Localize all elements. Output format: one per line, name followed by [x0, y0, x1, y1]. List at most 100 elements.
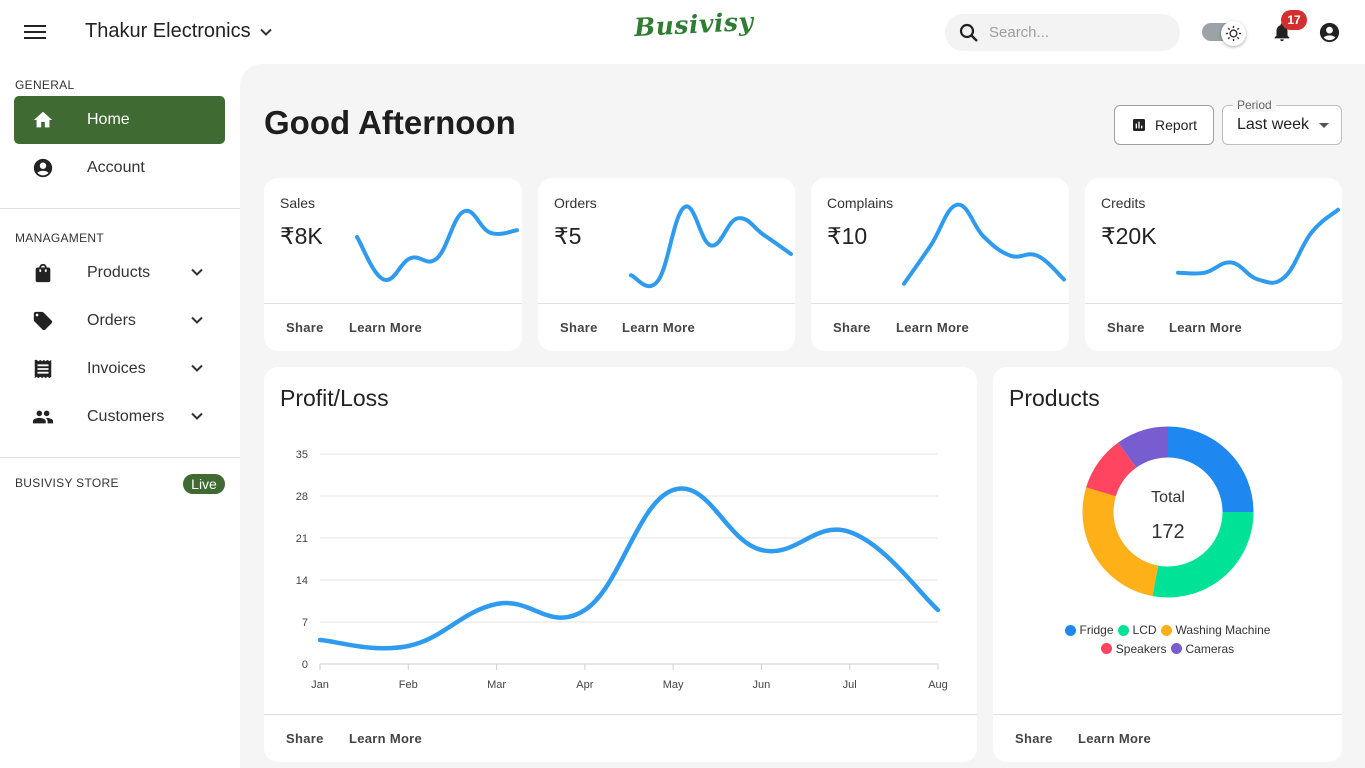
- y-tick-label: 35: [296, 449, 308, 461]
- sidebar-item-home[interactable]: Home: [14, 96, 225, 144]
- sidebar-item-account[interactable]: Account: [14, 144, 225, 192]
- share-button[interactable]: Share: [1107, 320, 1145, 335]
- y-tick-label: 14: [296, 575, 308, 587]
- card-actions: Share Learn More: [264, 714, 977, 762]
- period-value: Last week: [1237, 116, 1310, 133]
- learn-more-button[interactable]: Learn More: [349, 731, 423, 746]
- section-title-general: GENERAL: [15, 78, 75, 92]
- main-content: Good Afternoon Report Period Last week S…: [240, 64, 1365, 768]
- top-app-bar: Thakur Electronics Busivisy 17: [0, 0, 1365, 64]
- account-circle-icon: [33, 158, 53, 178]
- share-button[interactable]: Share: [1015, 731, 1053, 746]
- report-button-label: Report: [1154, 117, 1198, 133]
- learn-more-button[interactable]: Learn More: [1169, 320, 1243, 335]
- sidebar-item-customers[interactable]: Customers: [14, 393, 225, 441]
- sidebar-item-invoices[interactable]: Invoices: [14, 345, 225, 393]
- sparkline-series: [355, 208, 519, 282]
- sparkline-sales: [355, 208, 519, 282]
- home-icon: [33, 111, 53, 128]
- donut-slice-cameras[interactable]: [1118, 426, 1169, 469]
- x-tick-label: Jun: [753, 679, 771, 691]
- legend-item[interactable]: Washing Machine: [1160, 623, 1270, 637]
- stat-label: Orders: [554, 195, 597, 211]
- legend-label: LCD: [1132, 623, 1157, 637]
- menu-icon[interactable]: [24, 22, 46, 42]
- sidebar-item-label: Account: [87, 159, 145, 176]
- x-tick-label: Aug: [928, 679, 948, 691]
- sidebar-item-products[interactable]: Products: [14, 249, 225, 297]
- chevron-down-icon[interactable]: [190, 361, 204, 375]
- share-button[interactable]: Share: [833, 320, 871, 335]
- card-actions: Share Learn More: [811, 303, 1069, 351]
- donut-slice-lcd[interactable]: [1152, 511, 1254, 598]
- sidebar-item-label: Invoices: [87, 360, 146, 377]
- divider: [0, 208, 240, 209]
- y-tick-label: 21: [296, 533, 308, 545]
- page-title: Good Afternoon: [264, 104, 516, 141]
- sparkline-credits: [1176, 207, 1340, 285]
- profit-loss-chart: 0 7 14 21 28 35 Jan Feb Mar Apr May Jun Jul Aug: [296, 449, 948, 691]
- legend-marker: [1117, 624, 1129, 636]
- company-selector[interactable]: Thakur Electronics: [85, 20, 273, 43]
- learn-more-button[interactable]: Learn More: [349, 320, 423, 335]
- stat-card-sales: Sales ₹8K Share Learn More: [264, 178, 522, 351]
- legend-item[interactable]: Speakers: [1100, 642, 1167, 656]
- y-tick-label: 7: [302, 617, 308, 629]
- learn-more-button[interactable]: Learn More: [896, 320, 970, 335]
- theme-toggle[interactable]: [1202, 21, 1250, 46]
- chevron-down-icon[interactable]: [190, 313, 204, 327]
- stat-label: Complains: [827, 195, 894, 211]
- stat-value: ₹10: [827, 223, 868, 249]
- legend-item[interactable]: Cameras: [1170, 642, 1234, 656]
- search-bar[interactable]: [945, 14, 1180, 51]
- chart-legend: Fridge LCD Washing Machine Speakers Cameras: [993, 623, 1342, 660]
- legend-marker: [1170, 643, 1182, 654]
- legend-marker: [1160, 624, 1172, 636]
- legend-item[interactable]: LCD: [1117, 623, 1157, 637]
- report-button[interactable]: Report: [1114, 105, 1214, 145]
- sparkline-orders: [629, 204, 793, 289]
- receipt-icon: [34, 359, 52, 379]
- share-button[interactable]: Share: [286, 731, 324, 746]
- legend-label: Fridge: [1079, 623, 1114, 637]
- legend-marker: [1100, 643, 1112, 654]
- x-tick-label: May: [663, 679, 684, 691]
- stat-card-complains: Complains ₹10 Share Learn More: [811, 178, 1069, 351]
- sparkline-complains: [902, 202, 1066, 286]
- company-name: Thakur Electronics: [85, 20, 251, 42]
- share-button[interactable]: Share: [286, 320, 324, 335]
- section-title-management: MANAGAMENT: [15, 231, 105, 245]
- donut-slice-fridge[interactable]: [1167, 426, 1254, 513]
- stat-value: ₹5: [554, 223, 582, 249]
- period-label: Period: [1233, 98, 1276, 112]
- period-select[interactable]: Period Last week: [1222, 98, 1342, 145]
- chevron-down-icon[interactable]: [190, 265, 204, 279]
- sidebar-item-orders[interactable]: Orders: [14, 297, 225, 345]
- profit-loss-series: [317, 486, 941, 651]
- card-actions: Share Learn More: [1085, 303, 1342, 351]
- card-actions: Share Learn More: [538, 303, 795, 351]
- sidebar: GENERAL Home Account MANAGAMENT Products…: [0, 64, 240, 768]
- search-icon: [959, 23, 978, 42]
- products-card: Products Total 172 Fridge LCD Washing Machi…: [993, 367, 1342, 762]
- learn-more-button[interactable]: Learn More: [622, 320, 696, 335]
- store-status-badge: Live: [183, 474, 225, 494]
- sparkline-series: [1176, 207, 1340, 285]
- donut-slice-speakers[interactable]: [1086, 442, 1137, 497]
- account-circle-icon[interactable]: [1318, 21, 1341, 44]
- legend-item[interactable]: Fridge: [1064, 623, 1114, 637]
- x-tick-label: Feb: [399, 679, 418, 691]
- share-button[interactable]: Share: [560, 320, 598, 335]
- chevron-down-icon[interactable]: [190, 409, 204, 423]
- products-donut-chart: Total 172: [1082, 426, 1254, 598]
- learn-more-button[interactable]: Learn More: [1078, 731, 1152, 746]
- sidebar-item-label: Customers: [87, 408, 165, 425]
- sparkline-series: [902, 202, 1066, 286]
- chart-title: Profit/Loss: [280, 385, 389, 411]
- donut-total-label: Total: [1151, 489, 1185, 506]
- search-input[interactable]: [989, 24, 1159, 41]
- section-title-store: BUSIVISY STORE: [15, 476, 119, 490]
- stat-label: Credits: [1101, 195, 1146, 211]
- donut-slice-washing-machine[interactable]: [1082, 487, 1159, 597]
- people-icon: [32, 410, 54, 424]
